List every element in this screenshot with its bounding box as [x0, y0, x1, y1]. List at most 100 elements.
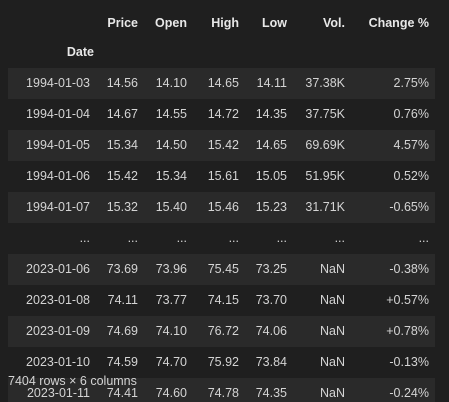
- table-cell: 15.23: [245, 192, 293, 223]
- row-index-date: 2023-01-09: [8, 316, 96, 347]
- column-header: High: [193, 0, 245, 42]
- row-index-date: 1994-01-03: [8, 68, 96, 99]
- table-cell: 14.10: [144, 68, 193, 99]
- table-cell: 2.75%: [351, 68, 435, 99]
- table-cell: 15.40: [144, 192, 193, 223]
- table-cell: 74.70: [144, 347, 193, 378]
- table-cell: 51.95K: [293, 161, 351, 192]
- table-cell: 0.76%: [351, 99, 435, 130]
- row-index-date: 1994-01-05: [8, 130, 96, 161]
- table-cell: 0.52%: [351, 161, 435, 192]
- index-name-row: Date: [8, 42, 435, 68]
- table-cell: 14.50: [144, 130, 193, 161]
- table-row: 2023-01-09 74.69 74.10 76.72 74.06 NaN +0.78%: [8, 316, 435, 347]
- table-cell: 37.38K: [293, 68, 351, 99]
- row-index-date: 2023-01-11: [8, 378, 96, 402]
- table-cell: -0.24%: [351, 378, 435, 402]
- table-body: 1994-01-03 14.56 14.10 14.65 14.11 37.38K 2.75…: [8, 68, 435, 402]
- table-row: 2023-01-08 74.11 73.77 74.15 73.70 NaN +0.57%: [8, 285, 435, 316]
- table-cell: 31.71K: [293, 192, 351, 223]
- table-cell: 73.77: [144, 285, 193, 316]
- table-cell: ...: [193, 223, 245, 254]
- table-cell: NaN: [293, 285, 351, 316]
- table-cell: 15.42: [193, 130, 245, 161]
- table-cell: 73.69: [96, 254, 144, 285]
- table-cell: 4.57%: [351, 130, 435, 161]
- table-row: 2023-01-11 74.41 74.60 74.78 74.35 NaN -0.24%: [8, 378, 435, 402]
- table-row: 1994-01-03 14.56 14.10 14.65 14.11 37.38K 2.75…: [8, 68, 435, 99]
- table-cell: ...: [96, 223, 144, 254]
- table-cell: -0.65%: [351, 192, 435, 223]
- table-row: 1994-01-04 14.67 14.55 14.72 14.35 37.75K 0.76…: [8, 99, 435, 130]
- dataframe-table: Price Open High Low Vol. Change % Date 1…: [8, 0, 435, 402]
- column-header-row: Price Open High Low Vol. Change %: [8, 0, 435, 42]
- table-cell: 14.65: [193, 68, 245, 99]
- table-cell: ...: [293, 223, 351, 254]
- table-row: 2023-01-06 73.69 73.96 75.45 73.25 NaN -0.38%: [8, 254, 435, 285]
- table-row: 1994-01-05 15.34 14.50 15.42 14.65 69.69K 4.57…: [8, 130, 435, 161]
- table-cell: 75.92: [193, 347, 245, 378]
- table-cell: 74.41: [96, 378, 144, 402]
- table-cell: 74.11: [96, 285, 144, 316]
- table-cell: 74.60: [144, 378, 193, 402]
- row-index-date: 2023-01-10: [8, 347, 96, 378]
- table-cell: 37.75K: [293, 99, 351, 130]
- table-cell: 14.11: [245, 68, 293, 99]
- table-cell: 15.05: [245, 161, 293, 192]
- table-cell: 74.78: [193, 378, 245, 402]
- table-cell: +0.57%: [351, 285, 435, 316]
- column-header: Vol.: [293, 0, 351, 42]
- table-cell: 74.35: [245, 378, 293, 402]
- table-row: 2023-01-10 74.59 74.70 75.92 73.84 NaN -0.13%: [8, 347, 435, 378]
- table-cell: -0.13%: [351, 347, 435, 378]
- table-cell: +0.78%: [351, 316, 435, 347]
- table-cell: 74.59: [96, 347, 144, 378]
- table-cell: 73.96: [144, 254, 193, 285]
- index-name: Date: [8, 42, 96, 68]
- table-cell: 75.45: [193, 254, 245, 285]
- corner-cell: [8, 0, 96, 42]
- table-cell: NaN: [293, 347, 351, 378]
- table-cell: NaN: [293, 316, 351, 347]
- table-cell: ...: [144, 223, 193, 254]
- row-index-date: 2023-01-06: [8, 254, 96, 285]
- table-row: 1994-01-06 15.42 15.34 15.61 15.05 51.95K 0.52…: [8, 161, 435, 192]
- row-index-date: 1994-01-04: [8, 99, 96, 130]
- column-header: Price: [96, 0, 144, 42]
- table-cell: 14.55: [144, 99, 193, 130]
- table-cell: 15.42: [96, 161, 144, 192]
- table-cell: 14.56: [96, 68, 144, 99]
- table-cell: ...: [351, 223, 435, 254]
- table-cell: 15.34: [144, 161, 193, 192]
- table-cell: 14.67: [96, 99, 144, 130]
- table-cell: 73.25: [245, 254, 293, 285]
- table-cell: 14.72: [193, 99, 245, 130]
- table-row: .....................: [8, 223, 435, 254]
- table-cell: 14.35: [245, 99, 293, 130]
- table-cell: 69.69K: [293, 130, 351, 161]
- table-cell: 74.69: [96, 316, 144, 347]
- table-cell: ...: [245, 223, 293, 254]
- table-cell: NaN: [293, 378, 351, 402]
- table-cell: 74.10: [144, 316, 193, 347]
- table-cell: NaN: [293, 254, 351, 285]
- table-cell: 15.61: [193, 161, 245, 192]
- table-cell: -0.38%: [351, 254, 435, 285]
- table-cell: 15.32: [96, 192, 144, 223]
- row-index-date: ...: [8, 223, 96, 254]
- table-cell: 76.72: [193, 316, 245, 347]
- column-header: Change %: [351, 0, 435, 42]
- table-cell: 73.84: [245, 347, 293, 378]
- table-cell: 74.15: [193, 285, 245, 316]
- row-index-date: 1994-01-06: [8, 161, 96, 192]
- table-cell: 74.06: [245, 316, 293, 347]
- shape-summary: 7404 rows × 6 columns: [8, 374, 137, 388]
- table-cell: 14.65: [245, 130, 293, 161]
- row-index-date: 1994-01-07: [8, 192, 96, 223]
- table-cell: 73.70: [245, 285, 293, 316]
- table-cell: 15.34: [96, 130, 144, 161]
- row-index-date: 2023-01-08: [8, 285, 96, 316]
- table-cell: 15.46: [193, 192, 245, 223]
- column-header: Open: [144, 0, 193, 42]
